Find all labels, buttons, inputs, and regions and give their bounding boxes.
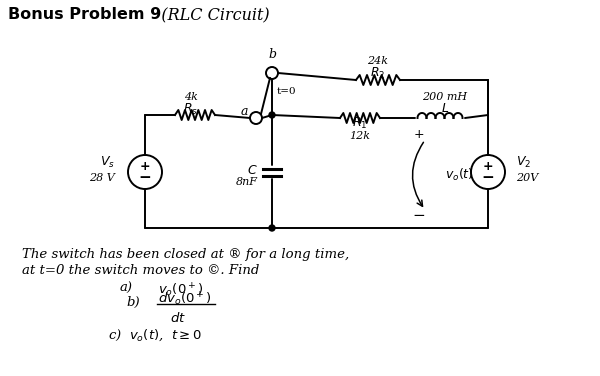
Text: t=0: t=0 xyxy=(277,86,296,96)
Text: $C$: $C$ xyxy=(247,164,258,176)
Circle shape xyxy=(269,112,275,118)
Circle shape xyxy=(269,225,275,231)
Text: +: + xyxy=(140,159,151,173)
Text: 28 V: 28 V xyxy=(89,173,115,183)
Text: b): b) xyxy=(126,296,140,309)
Text: −: − xyxy=(139,170,151,185)
Text: $v_o(0^+)$: $v_o(0^+)$ xyxy=(158,282,203,299)
Text: $L$: $L$ xyxy=(441,102,449,115)
Text: −: − xyxy=(482,170,494,185)
Text: −: − xyxy=(413,208,425,223)
Text: $R_s$: $R_s$ xyxy=(184,102,199,117)
Text: 8nF: 8nF xyxy=(236,177,258,187)
Text: 24k: 24k xyxy=(367,56,389,66)
Text: $R_1$: $R_1$ xyxy=(352,116,368,131)
Text: $V_s$: $V_s$ xyxy=(100,155,115,170)
Text: $v_o(t)$: $v_o(t)$ xyxy=(445,167,473,183)
Text: at t=0 the switch moves to ©. Find: at t=0 the switch moves to ©. Find xyxy=(22,264,259,277)
Text: $dv_o(0^+)$: $dv_o(0^+)$ xyxy=(158,291,212,308)
Text: $dt$: $dt$ xyxy=(170,311,186,325)
Text: $V_2$: $V_2$ xyxy=(516,155,531,170)
Text: 4k: 4k xyxy=(184,92,198,102)
Text: a): a) xyxy=(120,282,133,295)
Text: +: + xyxy=(482,159,493,173)
Text: a: a xyxy=(240,105,248,118)
Text: $R_2$: $R_2$ xyxy=(370,66,386,81)
Text: b: b xyxy=(268,48,276,61)
Text: 200 mH: 200 mH xyxy=(422,92,467,102)
Text: +: + xyxy=(413,127,424,141)
Text: 20V: 20V xyxy=(516,173,538,183)
Text: The switch has been closed at ® for a long time,: The switch has been closed at ® for a lo… xyxy=(22,248,349,261)
Text: c)  $v_o(t)$,  $t \geq 0$: c) $v_o(t)$, $t \geq 0$ xyxy=(108,328,202,343)
Text: Bonus Problem 9: Bonus Problem 9 xyxy=(8,7,161,22)
Text: 12k: 12k xyxy=(349,131,371,141)
Text: (RLC Circuit): (RLC Circuit) xyxy=(146,7,269,24)
